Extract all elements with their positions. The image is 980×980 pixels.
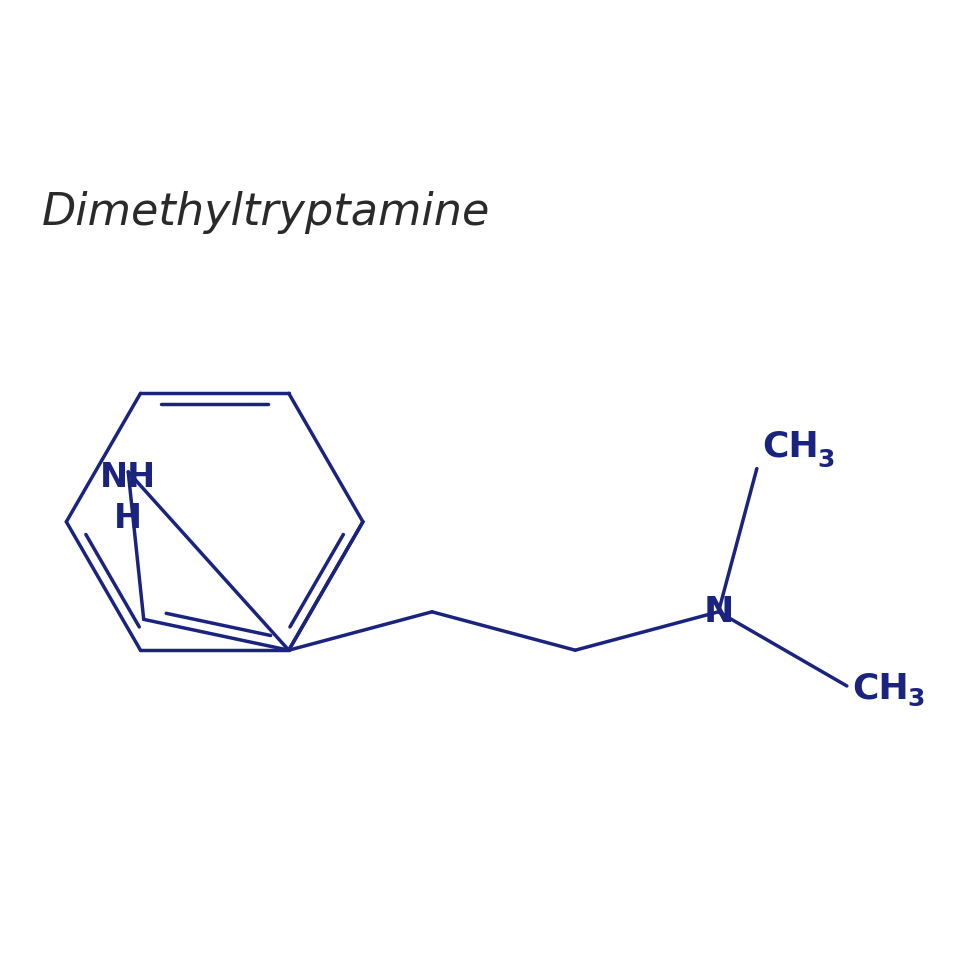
Text: 3: 3 — [907, 687, 924, 710]
Text: Dimethyltryptamine: Dimethyltryptamine — [42, 191, 490, 234]
Text: CH: CH — [853, 671, 908, 705]
Text: 3: 3 — [817, 448, 835, 471]
Text: N: N — [704, 595, 734, 629]
Text: CH: CH — [762, 429, 819, 464]
Text: NH: NH — [100, 462, 156, 494]
Text: H: H — [115, 502, 142, 534]
